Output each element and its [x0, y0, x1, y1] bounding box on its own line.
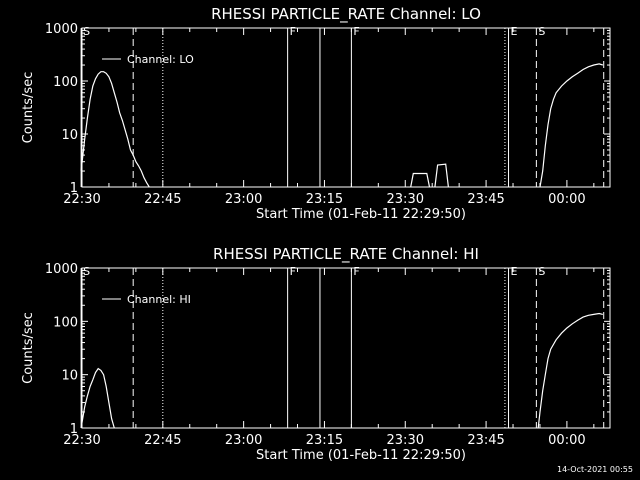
panel-lo: RHESSI PARTICLE_RATE Channel: LO11010010…: [21, 5, 610, 222]
y-axis-label: Counts/sec: [21, 312, 36, 384]
y-tick-label: 1000: [45, 262, 78, 277]
x-tick-label: 23:15: [306, 433, 343, 448]
legend-label: Channel: HI: [127, 293, 191, 306]
series-line: [411, 174, 430, 188]
x-tick-label: 23:15: [306, 192, 343, 207]
event-marker-label: S: [538, 25, 545, 38]
y-axis-label: Counts/sec: [21, 72, 36, 144]
event-marker-label: F: [353, 25, 359, 38]
y-tick-label: 10: [61, 128, 78, 143]
event-marker-label: S: [83, 265, 90, 278]
x-tick-label: 23:45: [467, 433, 504, 448]
x-axis-label: Start Time (01-Feb-11 22:29:50): [256, 448, 466, 463]
x-tick-label: 22:45: [144, 192, 181, 207]
y-tick-label: 1000: [45, 22, 78, 37]
series-line: [81, 369, 114, 428]
x-tick-label: 23:30: [387, 192, 424, 207]
x-tick-label: 22:45: [144, 433, 181, 448]
series-line: [81, 72, 149, 187]
chart-title: RHESSI PARTICLE_RATE Channel: HI: [213, 245, 479, 264]
legend-label: Channel: LO: [127, 53, 194, 66]
timestamp-text: 14-Oct-2021 00:55: [557, 465, 633, 474]
timestamp: 14-Oct-2021 00:55: [557, 465, 633, 474]
x-tick-label: 23:45: [467, 192, 504, 207]
chart-title: RHESSI PARTICLE_RATE Channel: LO: [211, 5, 481, 24]
y-tick-label: 10: [61, 369, 78, 384]
x-tick-label: 23:00: [225, 192, 262, 207]
event-marker-label: S: [538, 265, 545, 278]
event-marker-label: F: [353, 265, 359, 278]
x-tick-label: 22:30: [63, 192, 100, 207]
series-line: [540, 64, 603, 187]
event-marker-label: F: [290, 265, 296, 278]
y-tick-label: 100: [53, 75, 78, 90]
x-tick-label: 00:00: [548, 192, 585, 207]
x-tick-label: 23:00: [225, 433, 262, 448]
x-axis-label: Start Time (01-Feb-11 22:29:50): [256, 207, 466, 222]
panel-hi: RHESSI PARTICLE_RATE Channel: HI11010010…: [21, 245, 610, 463]
series-line: [435, 164, 449, 187]
event-marker-label: F: [290, 25, 296, 38]
series-line: [538, 314, 603, 429]
event-marker-label: E: [511, 265, 518, 278]
plot-frame: [82, 268, 610, 428]
x-tick-label: 22:30: [63, 433, 100, 448]
x-tick-label: 23:30: [387, 433, 424, 448]
y-tick-label: 100: [53, 315, 78, 330]
x-tick-label: 00:00: [548, 433, 585, 448]
plot-frame: [82, 28, 610, 187]
event-marker-label: S: [83, 25, 90, 38]
event-marker-label: E: [511, 25, 518, 38]
